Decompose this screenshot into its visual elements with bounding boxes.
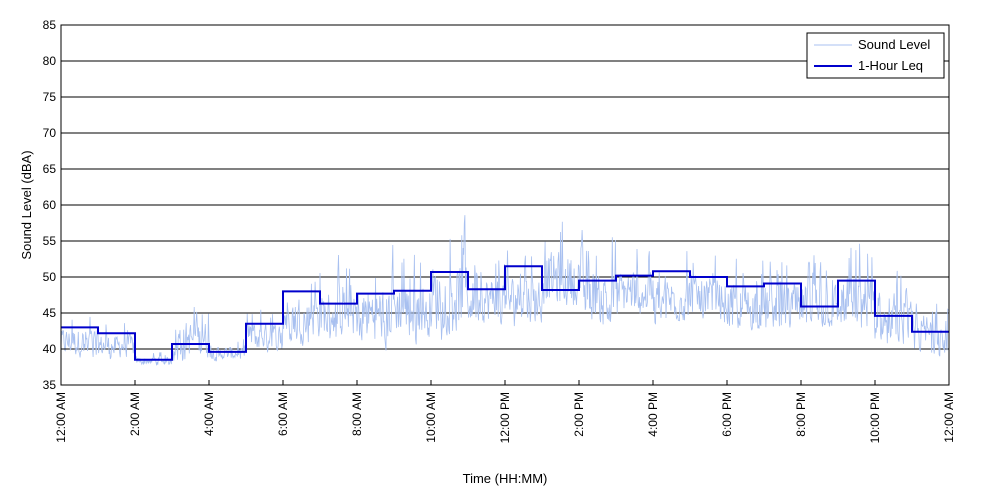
x-tick-label: 2:00 AM (128, 392, 142, 436)
y-tick-label: 85 (43, 18, 57, 32)
x-tick-label: 12:00 PM (498, 392, 512, 443)
legend-box (806, 32, 945, 79)
x-axis-label: Time (HH:MM) (463, 471, 548, 486)
x-tick-label: 4:00 PM (646, 392, 660, 437)
x-tick-label: 10:00 AM (424, 392, 438, 443)
y-tick-label: 65 (43, 162, 57, 176)
legend-label-sound-level: Sound Level (858, 37, 930, 52)
leq-series (61, 265, 949, 361)
x-tick-label: 12:00 AM (54, 392, 68, 443)
y-tick-label: 35 (43, 378, 57, 392)
y-tick-label: 45 (43, 306, 57, 320)
x-tick-label: 6:00 AM (276, 392, 290, 436)
y-tick-label: 60 (43, 198, 57, 212)
x-tick-label: 8:00 PM (794, 392, 808, 437)
x-tick-label: 8:00 AM (350, 392, 364, 436)
y-tick-label: 40 (43, 342, 57, 356)
legend-label-leq: 1-Hour Leq (858, 58, 923, 73)
y-tick-label: 50 (43, 270, 57, 284)
y-axis-label: Sound Level (dBA) (19, 150, 34, 259)
y-tick-label: 80 (43, 54, 57, 68)
legend: Sound Level 1-Hour Leq (806, 32, 945, 79)
x-tick-label: 12:00 AM (942, 392, 956, 443)
x-tick-label: 4:00 AM (202, 392, 216, 436)
y-axis-ticks: 35 40 45 50 55 60 65 70 75 80 85 (43, 18, 66, 392)
x-tick-label: 6:00 PM (720, 392, 734, 437)
x-axis-ticks: 12:00 AM 2:00 AM 4:00 AM 6:00 AM 8:00 AM 10:0… (54, 380, 956, 443)
leq-step-line (61, 265, 949, 361)
y-tick-label: 75 (43, 90, 57, 104)
x-tick-label: 10:00 PM (868, 392, 882, 443)
y-tick-label: 55 (43, 234, 57, 248)
x-tick-label: 2:00 PM (572, 392, 586, 437)
y-tick-label: 70 (43, 126, 57, 140)
